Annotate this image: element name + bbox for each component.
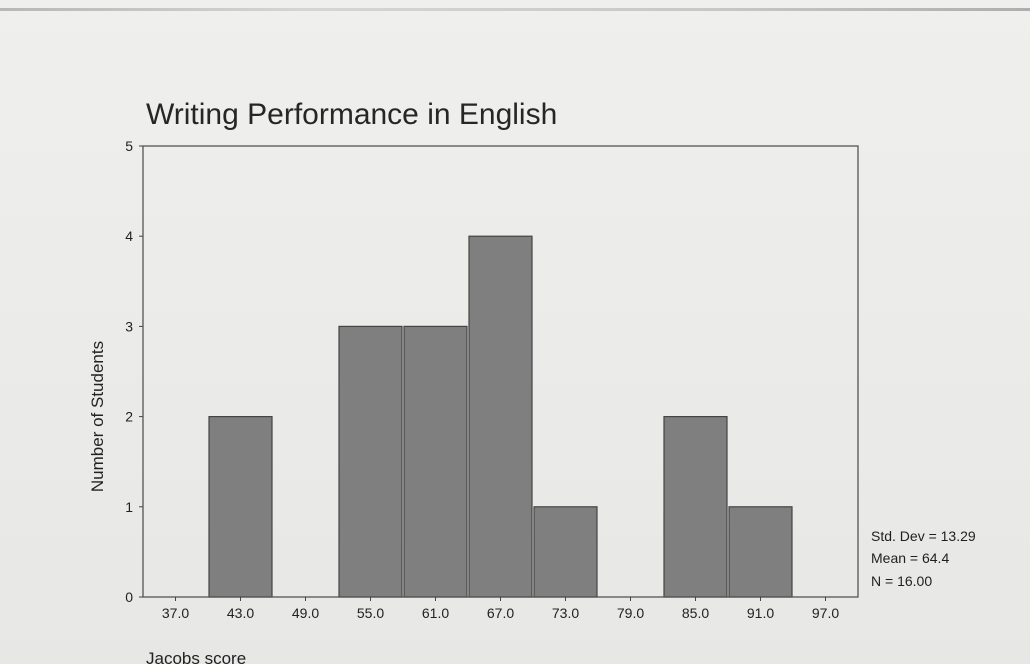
x-tick-label: 61.0 [422, 605, 449, 621]
x-tick-label: 73.0 [552, 605, 579, 621]
y-axis-label: Number of Students [88, 341, 107, 492]
bar-73.0 [533, 506, 598, 598]
y-tick-label: 3 [125, 318, 133, 334]
y-tick-label: 5 [125, 138, 133, 154]
x-tick-label: 79.0 [617, 605, 644, 621]
y-tick-label: 2 [125, 409, 133, 425]
chart-title: Writing Performance in English [146, 98, 557, 131]
y-ticks-group: 0 1 2 3 4 5 [125, 138, 143, 605]
x-tick-label: 55.0 [357, 605, 384, 621]
bars-group [208, 235, 793, 598]
stat-n: N = 16.00 [871, 573, 932, 589]
bar-85.0 [663, 416, 728, 598]
x-axis-label: Jacobs score [146, 649, 246, 664]
bar-61.0 [403, 325, 468, 598]
bar-43.0 [208, 416, 273, 598]
x-tick-label: 67.0 [487, 605, 514, 621]
x-tick-label: 49.0 [292, 605, 319, 621]
bar-91.0 [728, 506, 793, 598]
stat-std-dev: Std. Dev = 13.29 [871, 528, 976, 544]
bar-55.0 [338, 325, 403, 598]
y-tick-label: 1 [125, 499, 133, 515]
x-tick-label: 85.0 [682, 605, 709, 621]
x-ticks-group: 37.0 43.0 49.0 55.0 61.0 67.0 73.0 79.0 85.0 91.0… [162, 597, 839, 621]
x-tick-label: 43.0 [227, 605, 254, 621]
stat-mean: Mean = 64.4 [871, 550, 949, 566]
paper-fold-line [0, 8, 1030, 11]
x-tick-label: 37.0 [162, 605, 189, 621]
bar-67.0 [468, 235, 533, 598]
x-tick-label: 97.0 [812, 605, 839, 621]
y-tick-label: 4 [125, 228, 133, 244]
y-tick-label: 0 [125, 589, 133, 605]
x-tick-label: 91.0 [747, 605, 774, 621]
